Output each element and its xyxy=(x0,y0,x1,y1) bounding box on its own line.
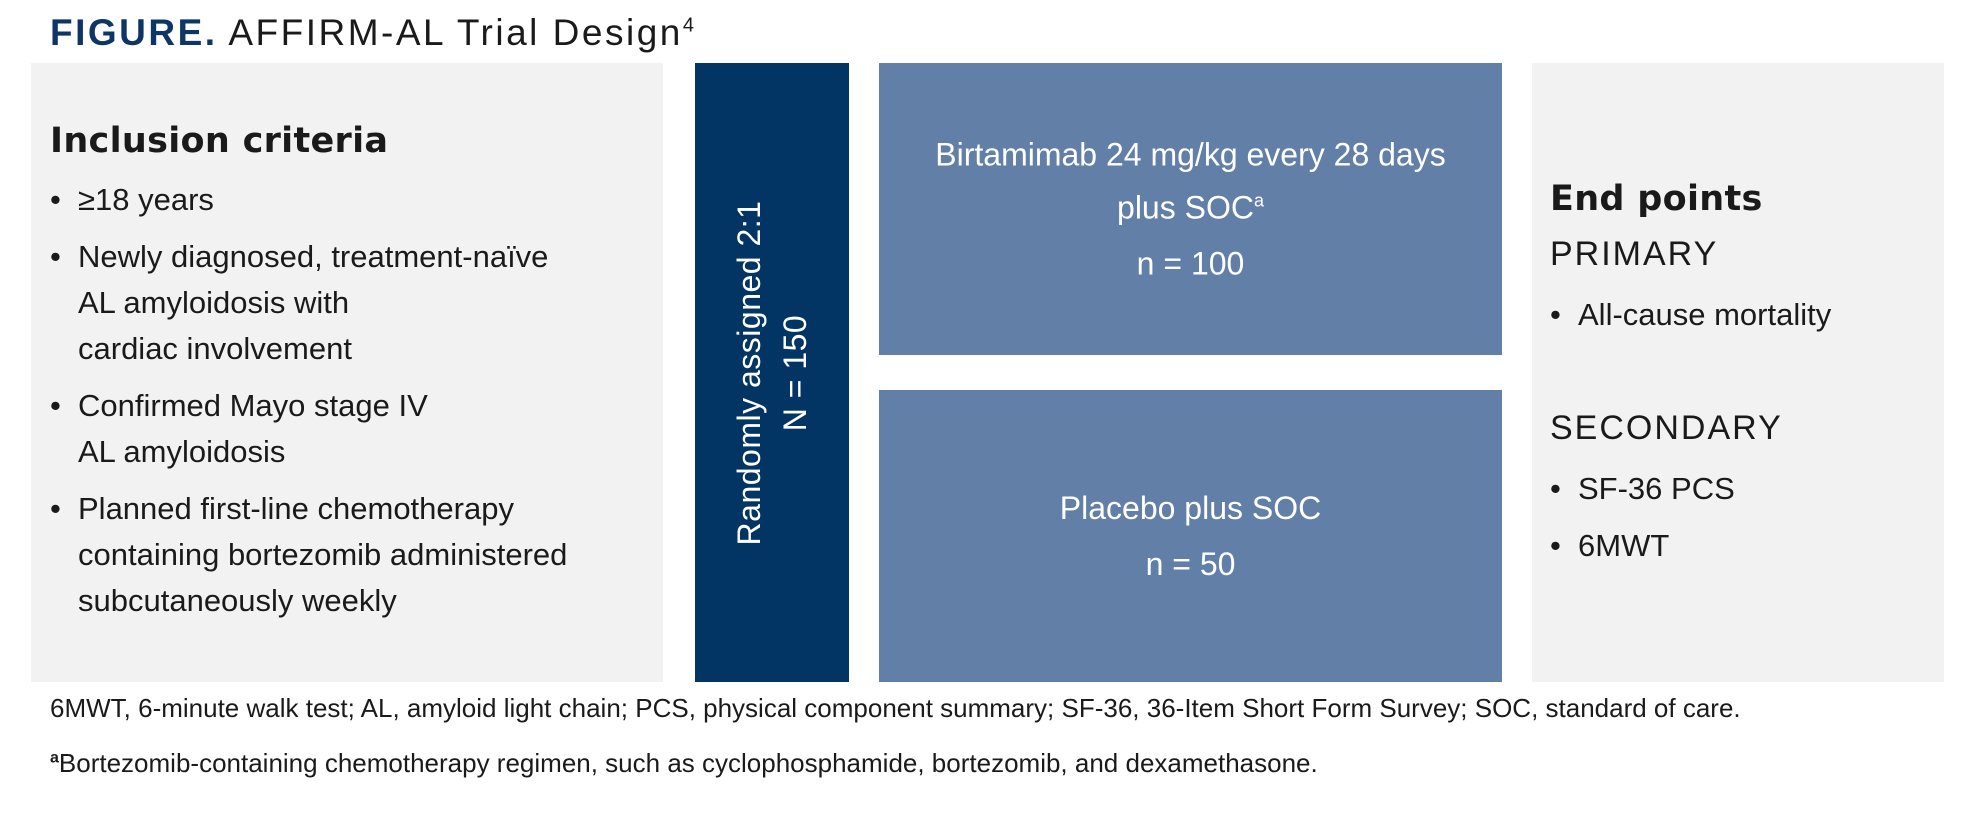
randomization-box: Randomly assigned 2:1 N = 150 xyxy=(695,63,849,682)
figure-reference: 4 xyxy=(682,14,694,37)
arm-content: Birtamimab 24 mg/kg every 28 days plus S… xyxy=(879,132,1502,287)
list-item: • ≥18 years xyxy=(50,177,660,223)
primary-endpoint-list: • All-cause mortality xyxy=(1550,292,1940,349)
arm-description: Birtamimab 24 mg/kg every 28 days xyxy=(935,136,1446,173)
figure-title: FIGURE. AFFIRM-AL Trial Design4 xyxy=(50,12,694,54)
list-item-text: 6MWT xyxy=(1578,528,1670,563)
treatment-arm-birtamimab: Birtamimab 24 mg/kg every 28 days plus S… xyxy=(879,63,1502,355)
list-item: • Planned first-line chemotherapy contai… xyxy=(50,486,660,624)
list-item: • 6MWT xyxy=(1550,523,1940,569)
abbreviations-footnote: 6MWT, 6-minute walk test; AL, amyloid li… xyxy=(50,693,1741,723)
endpoints-heading: End points xyxy=(1550,179,1763,219)
regimen-footnote: aBortezomib-containing chemotherapy regi… xyxy=(50,748,1318,779)
arm-sample-size: n = 100 xyxy=(1136,245,1245,282)
arm-content: Placebo plus SOC n = 50 xyxy=(879,485,1502,587)
secondary-endpoint-list: • SF-36 PCS • 6MWT xyxy=(1550,466,1940,580)
bullet-icon: • xyxy=(50,239,61,274)
bullet-icon: • xyxy=(1550,297,1561,332)
bullet-icon: • xyxy=(50,182,61,217)
list-item: • SF-36 PCS xyxy=(1550,466,1940,512)
list-item-text: Confirmed Mayo stage IV AL amyloidosis xyxy=(78,388,428,469)
randomization-text: Randomly assigned 2:1 N = 150 xyxy=(726,200,818,545)
list-item: • Newly diagnosed, treatment-naïve AL am… xyxy=(50,234,660,372)
primary-endpoint-label: PRIMARY xyxy=(1550,235,1719,273)
bullet-icon: • xyxy=(50,491,61,526)
figure-name: AFFIRM-AL Trial Design xyxy=(228,12,683,53)
inclusion-criteria-list: • ≥18 years • Newly diagnosed, treatment… xyxy=(50,177,660,635)
secondary-endpoint-label: SECONDARY xyxy=(1550,409,1783,447)
footnote-text: Bortezomib-containing chemotherapy regim… xyxy=(58,748,1318,778)
footnote-marker: a xyxy=(1253,190,1264,211)
arm-description: Placebo plus SOC xyxy=(1059,490,1322,526)
bullet-icon: • xyxy=(1550,471,1561,506)
inclusion-criteria-heading: Inclusion criteria xyxy=(50,121,389,161)
list-item-text: Newly diagnosed, treatment-naïve AL amyl… xyxy=(78,239,549,366)
arm-description-text: plus SOC xyxy=(1117,189,1254,226)
footnote-marker: a xyxy=(50,749,59,767)
endpoints-panel: End points PRIMARY • All-cause mortality… xyxy=(1532,63,1944,682)
list-item-text: ≥18 years xyxy=(78,182,214,217)
treatment-arm-placebo: Placebo plus SOC n = 50 xyxy=(879,390,1502,682)
randomization-total: N = 150 xyxy=(777,314,813,431)
list-item-text: Planned first-line chemotherapy containi… xyxy=(78,491,568,618)
arm-sample-size: n = 50 xyxy=(1145,546,1236,582)
arm-description-continued: plus SOCa xyxy=(879,178,1502,231)
bullet-icon: • xyxy=(50,388,61,423)
bullet-icon: • xyxy=(1550,528,1561,563)
randomization-label: Randomly assigned 2:1 xyxy=(731,200,767,545)
list-item-text: SF-36 PCS xyxy=(1578,471,1735,506)
figure-label: FIGURE. xyxy=(50,12,218,53)
list-item: • All-cause mortality xyxy=(1550,292,1940,338)
list-item-text: All-cause mortality xyxy=(1578,297,1832,332)
list-item: • Confirmed Mayo stage IV AL amyloidosis xyxy=(50,383,660,475)
inclusion-criteria-panel: Inclusion criteria • ≥18 years • Newly d… xyxy=(31,63,663,682)
